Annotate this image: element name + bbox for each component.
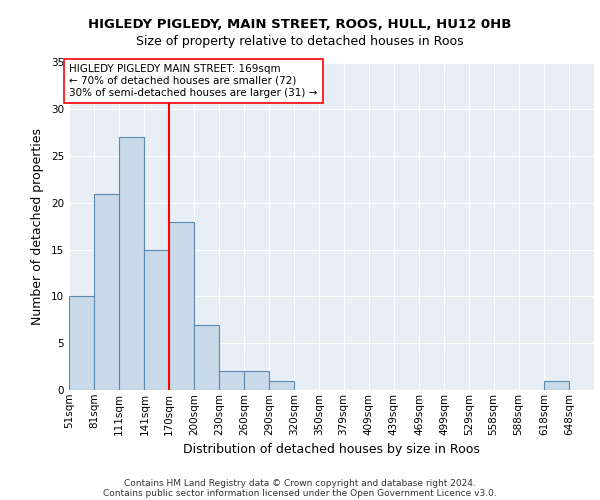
X-axis label: Distribution of detached houses by size in Roos: Distribution of detached houses by size … [183,443,480,456]
Bar [69,296,94,390]
Bar [169,222,194,390]
Bar [145,250,169,390]
Text: Size of property relative to detached houses in Roos: Size of property relative to detached ho… [136,35,464,48]
Bar [219,372,244,390]
Bar [244,372,269,390]
Text: Contains HM Land Registry data © Crown copyright and database right 2024.: Contains HM Land Registry data © Crown c… [124,478,476,488]
Y-axis label: Number of detached properties: Number of detached properties [31,128,44,325]
Bar [544,380,569,390]
Bar [194,324,219,390]
Text: HIGLEDY PIGLEDY MAIN STREET: 169sqm
← 70% of detached houses are smaller (72)
30: HIGLEDY PIGLEDY MAIN STREET: 169sqm ← 70… [70,64,318,98]
Bar [94,194,119,390]
Bar [119,138,145,390]
Text: Contains public sector information licensed under the Open Government Licence v3: Contains public sector information licen… [103,488,497,498]
Bar [269,380,294,390]
Text: HIGLEDY PIGLEDY, MAIN STREET, ROOS, HULL, HU12 0HB: HIGLEDY PIGLEDY, MAIN STREET, ROOS, HULL… [88,18,512,30]
